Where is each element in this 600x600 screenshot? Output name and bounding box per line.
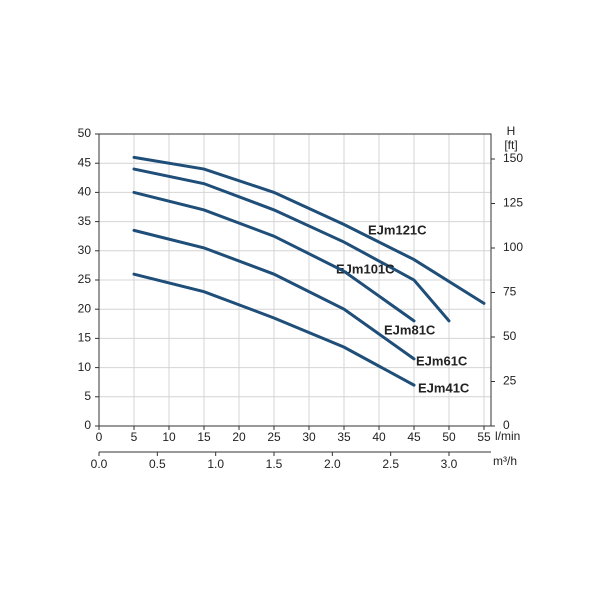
x-tick-label: 0 bbox=[96, 430, 103, 444]
y-tick-label: 50 bbox=[78, 126, 92, 140]
x2-axis-label: m³/h bbox=[493, 454, 517, 468]
x-tick-label: 15 bbox=[197, 430, 211, 444]
x-tick-label: 5 bbox=[131, 430, 138, 444]
curve-label: EJm61C bbox=[416, 353, 468, 368]
x-tick-label: 35 bbox=[337, 430, 351, 444]
x2-tick-label: 0.5 bbox=[149, 457, 166, 471]
x2-tick-label: 0.0 bbox=[91, 457, 108, 471]
x2-tick-label: 3.0 bbox=[441, 457, 458, 471]
x-tick-label: 50 bbox=[442, 430, 456, 444]
y-tick-label: 15 bbox=[78, 331, 92, 345]
y-tick-label: 25 bbox=[78, 272, 92, 286]
x2-tick-label: 1.5 bbox=[266, 457, 283, 471]
y2-tick-label: 0 bbox=[503, 418, 510, 432]
y-tick-label: 45 bbox=[78, 155, 92, 169]
y2-tick-label: 100 bbox=[503, 240, 523, 254]
x2-tick-label: 2.0 bbox=[324, 457, 341, 471]
x-tick-label: 45 bbox=[407, 430, 421, 444]
curve-label: EJm121C bbox=[368, 222, 427, 237]
x2-tick-label: 1.0 bbox=[207, 457, 224, 471]
x-tick-label: 25 bbox=[267, 430, 281, 444]
x-tick-label: 55 bbox=[477, 430, 491, 444]
curve bbox=[132, 167, 451, 323]
x-tick-label: 40 bbox=[372, 430, 386, 444]
y-tick-label: 20 bbox=[78, 301, 92, 315]
curve-label: EJm81C bbox=[384, 322, 436, 337]
x-tick-label: 30 bbox=[302, 430, 316, 444]
y-tick-label: 30 bbox=[78, 243, 92, 257]
y-tick-label: 35 bbox=[78, 214, 92, 228]
curve-label: EJm101C bbox=[336, 261, 395, 276]
y-tick-label: 5 bbox=[84, 389, 91, 403]
x-axis-label: l/min bbox=[495, 429, 520, 443]
y-tick-label: 40 bbox=[78, 185, 92, 199]
curve bbox=[132, 190, 416, 323]
curve bbox=[132, 155, 486, 305]
y2-tick-label: 75 bbox=[503, 285, 517, 299]
x-tick-label: 20 bbox=[232, 430, 246, 444]
y2-axis-label: [ft] bbox=[504, 138, 517, 152]
y-tick-label: 0 bbox=[84, 418, 91, 432]
x-tick-label: 10 bbox=[162, 430, 176, 444]
curve-label: EJm41C bbox=[418, 380, 470, 395]
curve bbox=[132, 272, 416, 387]
y2-tick-label: 25 bbox=[503, 374, 517, 388]
y-tick-label: 10 bbox=[78, 360, 92, 374]
y2-tick-label: 150 bbox=[503, 151, 523, 165]
y2-axis-label: H bbox=[507, 124, 516, 138]
curve bbox=[132, 228, 416, 361]
y2-tick-label: 50 bbox=[503, 329, 517, 343]
x2-tick-label: 2.5 bbox=[382, 457, 399, 471]
y2-tick-label: 125 bbox=[503, 196, 523, 210]
plot-frame bbox=[98, 133, 492, 427]
